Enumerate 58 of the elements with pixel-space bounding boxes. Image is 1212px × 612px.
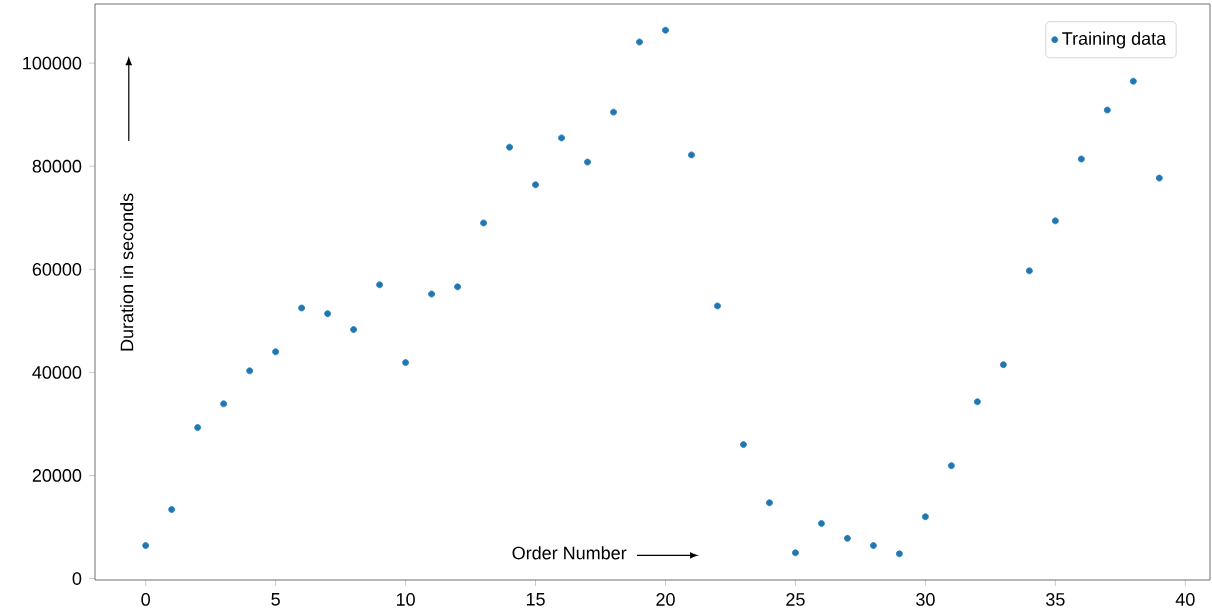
point bbox=[376, 281, 383, 289]
point bbox=[714, 302, 721, 310]
point bbox=[792, 549, 799, 557]
legend-label: Training data bbox=[1062, 31, 1167, 49]
point bbox=[1025, 267, 1033, 275]
point bbox=[220, 400, 228, 408]
x-axis-title: Order Number bbox=[512, 546, 627, 560]
y-tick-label: 80000 bbox=[32, 159, 82, 173]
x-tick-label: 5 bbox=[271, 593, 280, 606]
point bbox=[532, 181, 539, 189]
point bbox=[298, 304, 306, 312]
point bbox=[454, 283, 461, 291]
x-tick-label: 15 bbox=[526, 593, 545, 606]
point bbox=[896, 550, 903, 558]
x-tick-label: 10 bbox=[396, 593, 415, 606]
point bbox=[1103, 106, 1111, 114]
x-tick-label: 35 bbox=[1046, 593, 1065, 606]
point bbox=[246, 367, 254, 375]
point bbox=[688, 151, 695, 159]
point bbox=[844, 534, 851, 542]
point bbox=[636, 38, 643, 46]
point bbox=[1129, 77, 1137, 85]
point bbox=[947, 462, 955, 470]
point bbox=[766, 499, 773, 507]
point bbox=[558, 134, 565, 142]
point bbox=[662, 26, 669, 34]
point bbox=[428, 290, 435, 298]
point bbox=[740, 441, 747, 448]
y-tick-label: 40000 bbox=[32, 366, 82, 379]
point bbox=[480, 219, 487, 227]
point bbox=[922, 513, 929, 521]
x-tick-label: 30 bbox=[916, 593, 935, 606]
x-tick-label: 40 bbox=[1175, 593, 1195, 606]
point bbox=[272, 348, 280, 356]
point bbox=[818, 520, 825, 527]
point bbox=[973, 398, 981, 406]
y-tick-label: 100000 bbox=[23, 56, 82, 70]
point bbox=[402, 359, 409, 366]
point bbox=[1077, 155, 1085, 163]
point bbox=[610, 108, 617, 116]
x-tick-label: 0 bbox=[141, 593, 150, 606]
point bbox=[506, 143, 513, 151]
point bbox=[999, 361, 1007, 369]
point bbox=[142, 542, 150, 549]
point bbox=[168, 506, 176, 513]
point bbox=[870, 542, 877, 549]
y-axis-title: Duration in seconds bbox=[120, 193, 134, 351]
x-tick-label: 25 bbox=[786, 593, 805, 606]
point bbox=[1051, 217, 1059, 225]
point bbox=[350, 326, 358, 334]
y-tick-label: 20000 bbox=[32, 469, 82, 482]
y-tick-label: 0 bbox=[72, 572, 82, 585]
point bbox=[584, 158, 591, 166]
point bbox=[194, 424, 202, 431]
x-tick-label: 20 bbox=[656, 593, 675, 606]
point bbox=[1155, 174, 1163, 182]
y-tick-label: 60000 bbox=[32, 262, 82, 276]
point bbox=[324, 310, 332, 318]
